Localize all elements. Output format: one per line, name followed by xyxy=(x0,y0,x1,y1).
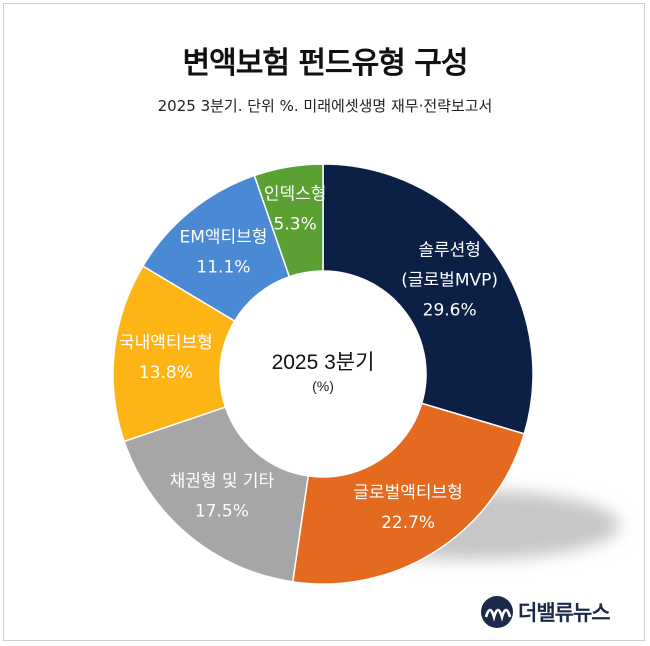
slice-category-label: 국내액티브형 xyxy=(119,333,213,353)
slice-category-label: 글로벌액티브형 xyxy=(353,483,462,503)
chart-subtitle: 2025 3분기. 단위 %. 미래에셋생명 재무·전략보고서 xyxy=(157,97,493,115)
slice-value-label: 22.7% xyxy=(381,513,435,533)
slice-value-label: 29.6% xyxy=(423,301,477,321)
logo-text: 더밸류뉴스 xyxy=(518,601,611,625)
center-unit: (%) xyxy=(312,378,334,394)
slice-value-label: 11.1% xyxy=(196,257,250,277)
wave-logo-icon xyxy=(481,596,513,628)
slice-category-label: EM액티브형 xyxy=(179,227,267,247)
slice-category-label: 인덱스형 xyxy=(264,184,327,204)
logo: 더밸류뉴스 xyxy=(480,594,611,630)
slice-value-label: 13.8% xyxy=(139,363,193,383)
center-title: 2025 3분기 xyxy=(272,351,375,374)
slice-category-label: 채권형 및 기타 xyxy=(170,471,275,491)
slice-value-label: 5.3% xyxy=(274,214,317,234)
slice-value-label: 17.5% xyxy=(195,501,249,521)
slice-category-label: (글로벌MVP) xyxy=(401,271,498,291)
chart-title: 변액보험 펀드유형 구성 xyxy=(182,46,469,81)
donut-hole xyxy=(220,271,426,477)
slice-category-label: 솔루션형 xyxy=(418,241,481,261)
